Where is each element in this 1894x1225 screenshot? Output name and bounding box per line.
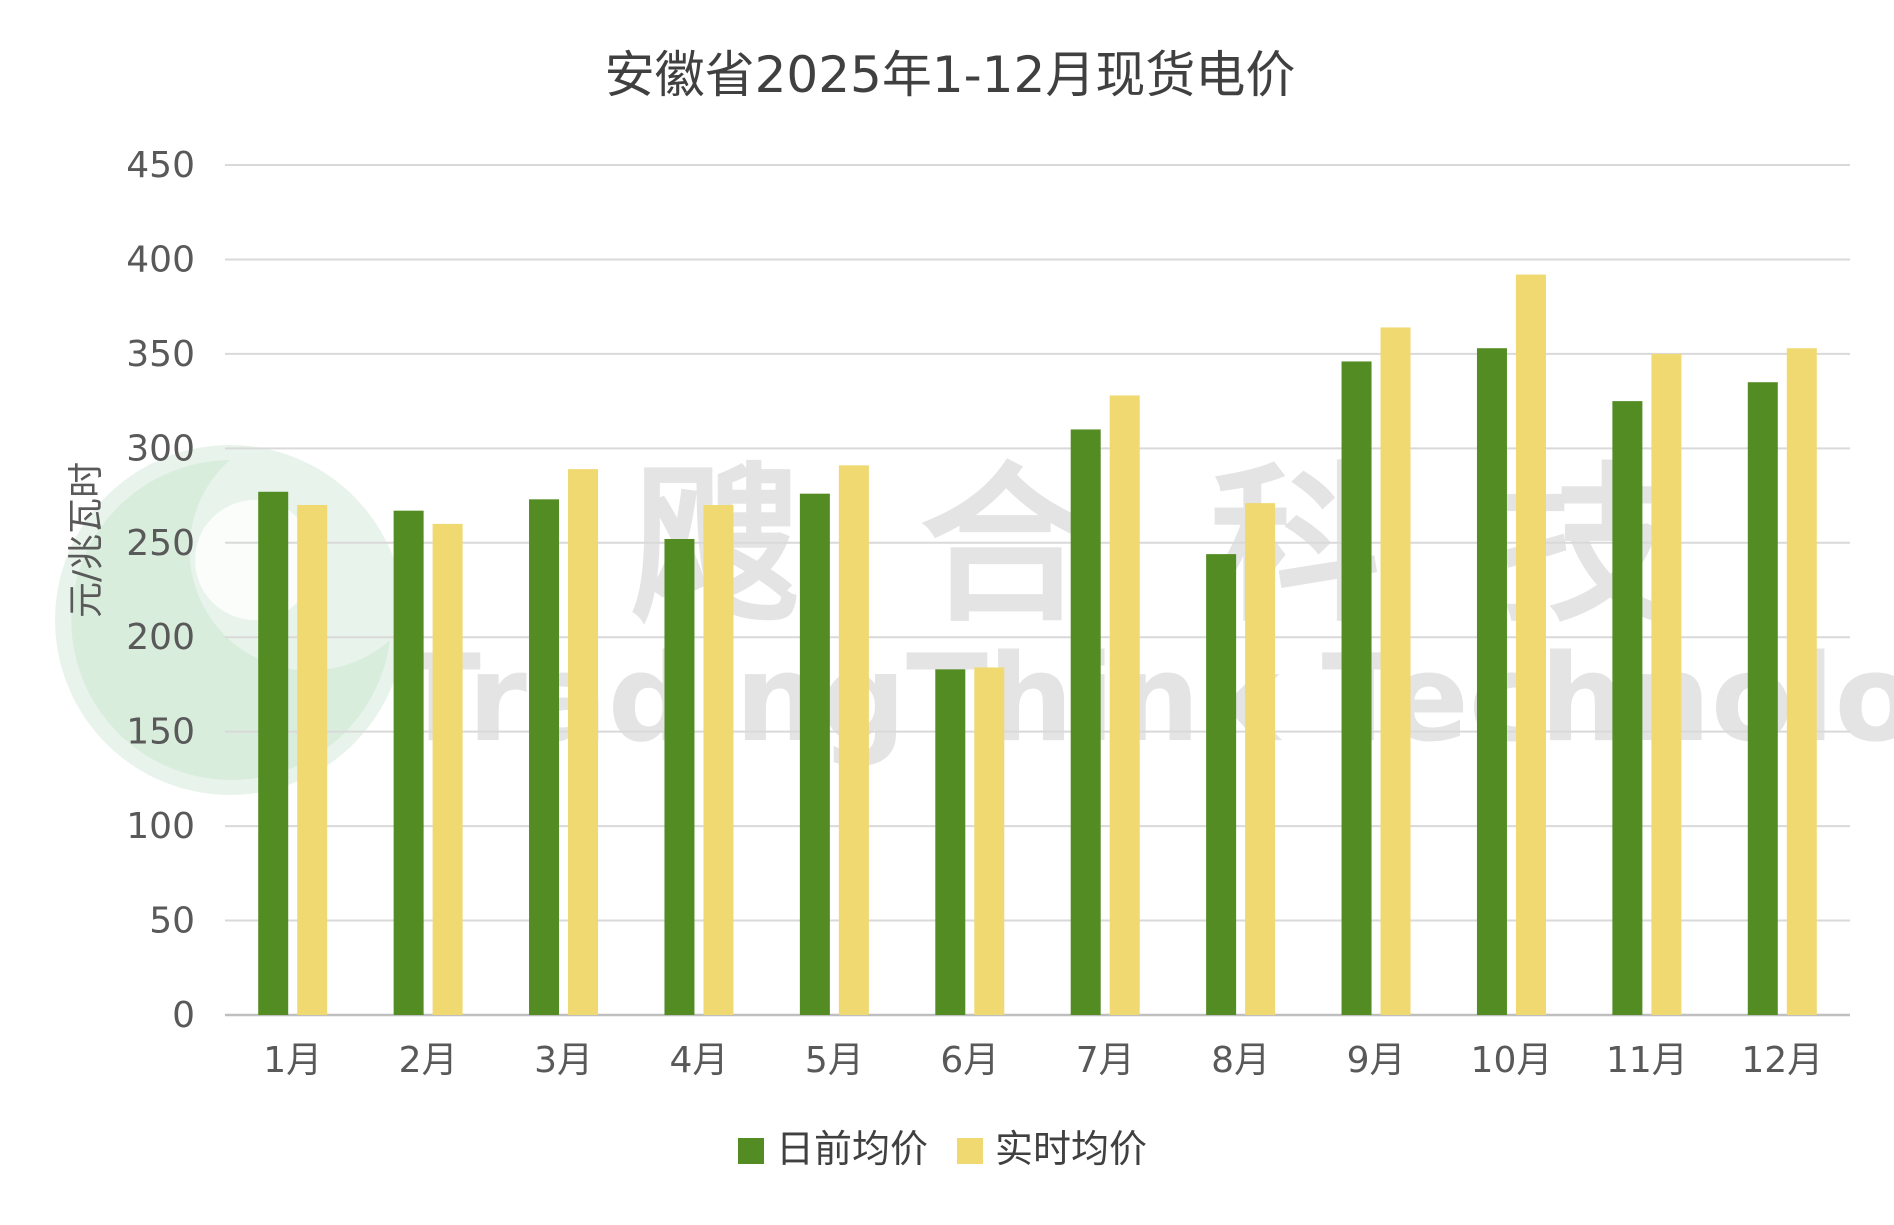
bar bbox=[935, 669, 966, 1015]
bar bbox=[1747, 382, 1778, 1015]
bar bbox=[1651, 353, 1682, 1015]
bar bbox=[258, 491, 289, 1015]
y-tick-label: 50 bbox=[149, 901, 195, 942]
chart-title: 安徽省2025年1-12月现货电价 bbox=[605, 46, 1296, 104]
x-tick-label: 6月 bbox=[940, 1040, 999, 1081]
bar bbox=[664, 539, 695, 1015]
x-tick-label: 8月 bbox=[1211, 1040, 1270, 1081]
bar bbox=[1341, 361, 1372, 1015]
bar bbox=[1206, 554, 1237, 1015]
gridlines bbox=[225, 164, 1850, 1017]
bar bbox=[799, 493, 830, 1016]
watermark-logo-icon bbox=[55, 445, 405, 795]
x-tick-label: 11月 bbox=[1606, 1040, 1688, 1081]
x-tick-label: 10月 bbox=[1471, 1040, 1553, 1081]
bar bbox=[1070, 429, 1101, 1015]
bars bbox=[258, 274, 1817, 1016]
bar bbox=[1786, 348, 1817, 1015]
x-tick-label: 9月 bbox=[1347, 1040, 1406, 1081]
y-tick-label: 300 bbox=[126, 428, 195, 469]
legend-label: 实时均价 bbox=[995, 1127, 1147, 1171]
bar bbox=[432, 523, 463, 1015]
watermark-en-text: TradingThink Technology bbox=[399, 630, 1894, 769]
x-tick-label: 12月 bbox=[1741, 1040, 1823, 1081]
y-tick-label: 350 bbox=[126, 334, 195, 375]
bar bbox=[1380, 327, 1411, 1015]
bar bbox=[1515, 274, 1546, 1015]
y-tick-label: 400 bbox=[126, 239, 195, 280]
x-tick-label: 4月 bbox=[670, 1040, 729, 1081]
bar bbox=[1245, 503, 1276, 1015]
bar bbox=[297, 505, 328, 1015]
bar bbox=[974, 667, 1005, 1015]
bar bbox=[703, 505, 734, 1015]
y-axis-ticks: 0 50 100 150 200 250 300 350 400 450 bbox=[126, 145, 195, 1036]
x-tick-label: 2月 bbox=[399, 1040, 458, 1081]
bar bbox=[393, 510, 424, 1015]
y-tick-label: 450 bbox=[126, 145, 195, 186]
y-tick-label: 200 bbox=[126, 617, 195, 658]
y-tick-label: 100 bbox=[126, 806, 195, 847]
legend-label: 日前均价 bbox=[776, 1127, 928, 1171]
bar bbox=[1476, 348, 1507, 1015]
bar bbox=[568, 469, 599, 1016]
legend-swatch bbox=[957, 1138, 983, 1164]
x-tick-label: 7月 bbox=[1076, 1040, 1135, 1081]
x-tick-label: 3月 bbox=[534, 1040, 593, 1081]
x-axis-ticks: 1月 2月 3月 4月 5月 6月 7月 8月 9月 10月 11月 12月 bbox=[263, 1040, 1823, 1081]
bar bbox=[838, 465, 869, 1015]
legend: 日前均价 实时均价 bbox=[738, 1127, 1147, 1171]
y-axis-label: 元/兆瓦时 bbox=[66, 462, 107, 618]
legend-swatch bbox=[738, 1138, 764, 1164]
x-tick-label: 5月 bbox=[805, 1040, 864, 1081]
bar bbox=[1109, 395, 1140, 1015]
y-tick-label: 0 bbox=[172, 995, 195, 1036]
y-tick-label: 150 bbox=[126, 712, 195, 753]
bar bbox=[529, 499, 560, 1015]
bar bbox=[1612, 401, 1643, 1016]
y-tick-label: 250 bbox=[126, 523, 195, 564]
x-tick-label: 1月 bbox=[263, 1040, 322, 1081]
